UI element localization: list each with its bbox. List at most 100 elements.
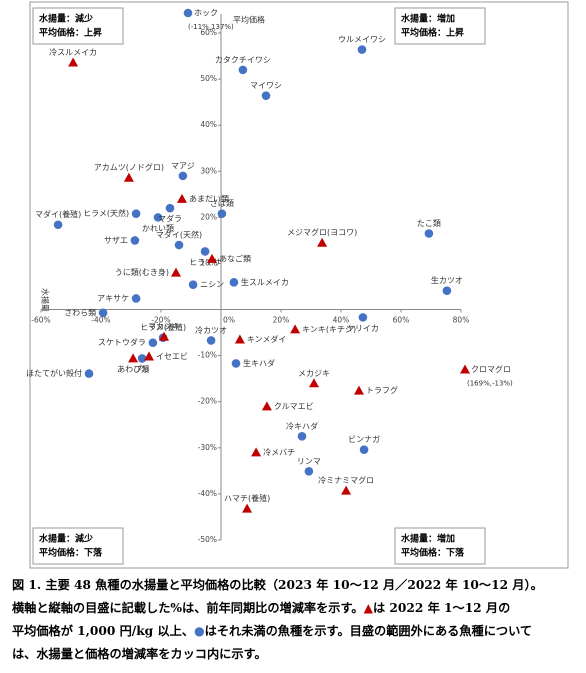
caption-text: 平均価格が 1,000 円/kg 以上、 xyxy=(12,624,194,638)
point-label: ヒラマサ xyxy=(189,258,221,267)
data-point xyxy=(354,385,364,395)
point-label: サザエ xyxy=(104,236,128,245)
data-point xyxy=(261,401,272,411)
data-point xyxy=(309,378,319,388)
data-point xyxy=(178,171,188,181)
x-tick-label: 0% xyxy=(223,316,235,325)
quadrant-label: 平均価格：上昇 xyxy=(39,27,102,39)
caption-text: は、水揚量と価格の増減率をカッコ内に示す。 xyxy=(12,647,267,661)
point-label: うに類(むき身) xyxy=(115,267,169,277)
point-label: ほたてがい殻付 xyxy=(26,368,82,378)
data-point xyxy=(130,236,140,245)
quadrant-box xyxy=(32,7,124,45)
point-label: ヤリイカ xyxy=(347,324,379,333)
caption-text: ● xyxy=(194,624,205,638)
x-tick-label: 80% xyxy=(453,316,470,325)
data-point xyxy=(123,172,134,182)
data-point xyxy=(424,229,434,238)
quadrant-box xyxy=(32,527,124,565)
caption: 図 1. 主要 48 魚種の水揚量と平均価格の比較（2023 年 10～12 月… xyxy=(12,574,582,666)
y-tick-label: -50% xyxy=(198,535,217,544)
data-point xyxy=(53,220,63,230)
data-point xyxy=(317,237,328,247)
data-point xyxy=(207,253,217,263)
point-label: マカジキ xyxy=(148,322,180,331)
caption-line: 図 1. 主要 48 魚種の水揚量と平均価格の比較（2023 年 10～12 月… xyxy=(12,574,582,597)
data-point xyxy=(251,447,262,457)
quadrant-box xyxy=(394,7,486,45)
data-point xyxy=(234,334,245,344)
data-point xyxy=(442,286,452,295)
point-label: リンマ xyxy=(297,457,321,466)
data-point xyxy=(137,354,147,363)
data-point xyxy=(68,57,79,67)
caption-line: 平均価格が 1,000 円/kg 以上、●はそれ未満の魚種を示す。目盛の範囲外に… xyxy=(12,620,582,643)
caption-line: 横軸と縦軸の目盛に記載した%は、前年同期比の増減率を示す。▲は 2022 年 1… xyxy=(12,597,582,620)
point-label: ハマチ(養殖) xyxy=(224,493,270,503)
outlier-note: (-11%,137%) xyxy=(188,23,234,31)
point-label: あなご類 xyxy=(219,253,251,263)
data-point xyxy=(206,336,216,345)
y-tick-label: 30% xyxy=(200,166,217,175)
data-point xyxy=(177,193,187,203)
caption-text: ▲ xyxy=(363,601,373,615)
data-point xyxy=(231,359,241,368)
point-label: スケトウダラ xyxy=(98,337,146,347)
data-point xyxy=(128,353,139,363)
data-point xyxy=(174,240,184,250)
quadrant-label: 平均価格：上昇 xyxy=(401,27,464,39)
point-label: 生キハダ xyxy=(243,358,275,368)
y-tick-label: 40% xyxy=(200,120,217,129)
data-point xyxy=(290,324,301,334)
data-point xyxy=(84,369,94,378)
data-point xyxy=(131,209,141,218)
y-tick-label: 50% xyxy=(200,74,217,83)
point-label: さわら類 xyxy=(64,307,96,317)
point-label: ビンナガ xyxy=(348,434,380,444)
data-point xyxy=(217,209,227,218)
quadrant-box xyxy=(394,527,486,565)
point-label: メジマグロ(ヨコワ) xyxy=(287,227,357,237)
y-tick-label: 20% xyxy=(200,212,217,221)
data-point xyxy=(357,45,367,54)
data-point xyxy=(171,267,181,277)
point-label: クルマエビ xyxy=(274,402,314,411)
data-point xyxy=(131,294,141,303)
x-tick-label: -40% xyxy=(91,316,110,325)
x-tick-label: 60% xyxy=(393,316,410,325)
point-label: 生カツオ xyxy=(431,275,463,285)
data-point xyxy=(242,503,253,513)
point-label: マダイ(天然) xyxy=(156,230,202,240)
point-label: ヒラメ(天然) xyxy=(83,208,129,218)
point-label: トラフグ xyxy=(366,385,398,395)
data-point xyxy=(238,65,248,75)
point-label: ウルメイワシ xyxy=(338,35,386,44)
caption-text: 図 1. 主要 48 魚種の水揚量と平均価格の比較（2023 年 10～12 月… xyxy=(12,578,543,592)
quadrant-label: 水揚量：増加 xyxy=(401,13,455,25)
point-label: マダイ(養殖) xyxy=(35,209,81,219)
y-tick-label: 10% xyxy=(200,258,217,267)
caption-text: はそれ未満の魚種を示す。目盛の範囲外にある魚種について xyxy=(204,624,533,638)
chart: 平均価格 水揚量 60% 50% 40% 30% 20% 10% -10% -20% -30% -… xyxy=(26,1,569,569)
outlier-point xyxy=(183,8,193,18)
point-label: 冷ミナミマグロ xyxy=(318,475,374,485)
quadrant-label: 水揚量：減少 xyxy=(39,13,93,25)
data-point xyxy=(229,278,239,287)
point-label: あわび類 xyxy=(117,364,149,374)
point-label: かれい類 xyxy=(142,223,174,233)
x-tick-label: 40% xyxy=(333,316,350,325)
data-point xyxy=(159,331,169,341)
point-label: マダラ xyxy=(158,214,182,224)
quadrant-label: 平均価格：下落 xyxy=(39,547,103,559)
y-tick-label: -20% xyxy=(198,397,217,406)
point-label: マイワシ xyxy=(250,81,282,90)
point-label: ニシン xyxy=(200,280,224,289)
point-label: 冷スルメイカ xyxy=(49,47,97,57)
point-label: キンメダイ xyxy=(247,334,287,344)
point-label: たこ類 xyxy=(417,218,441,228)
x-tick-label: -60% xyxy=(31,316,50,325)
caption-line: は、水揚量と価格の増減率をカッコ内に示す。 xyxy=(12,643,582,666)
y-tick-label: 60% xyxy=(200,28,217,37)
outlier-label: ホック xyxy=(194,9,218,18)
